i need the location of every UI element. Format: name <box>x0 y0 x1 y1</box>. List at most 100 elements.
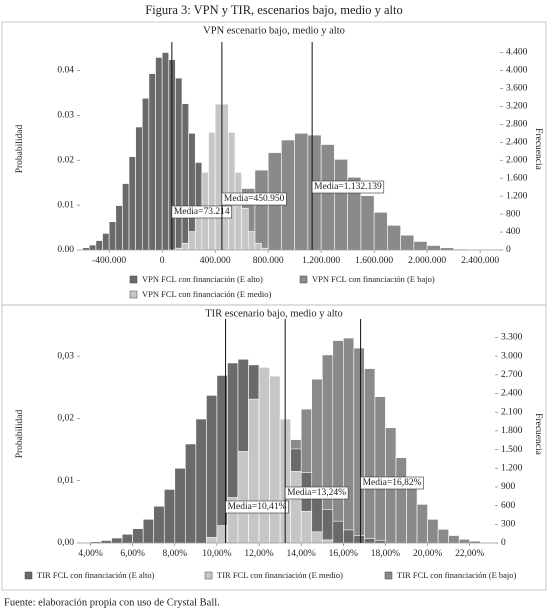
y2-tick-label: 0 <box>506 245 511 255</box>
y2-tick-label: 3.200 <box>506 102 528 112</box>
x-tick-label: 0 <box>160 256 165 266</box>
histogram-bar <box>108 221 117 251</box>
histogram-bar <box>206 537 218 544</box>
histogram-bar <box>387 225 401 251</box>
histogram-bar <box>269 375 281 544</box>
mean-label-box <box>311 180 385 194</box>
histogram-bar <box>321 539 334 544</box>
histogram-bar <box>95 240 103 251</box>
histogram-bar <box>406 483 418 544</box>
y2-tick-label: 600 <box>501 501 516 511</box>
histogram-bar <box>373 211 388 251</box>
histogram-bar <box>374 396 386 544</box>
legend-label: VPN FCL con financiación (E bajo) <box>312 274 435 284</box>
histogram-bar <box>181 103 189 251</box>
y2-tick-label: 2.700 <box>501 370 523 380</box>
histogram-bar <box>290 471 302 544</box>
y2-axis-label: Frecuencia <box>533 413 543 455</box>
histogram-bar <box>208 132 216 251</box>
histogram-bar <box>413 241 428 251</box>
histogram-bar <box>254 169 269 251</box>
y2-tick-label: 3.300 <box>501 333 523 343</box>
histogram-bar <box>416 504 428 544</box>
y-tick-label: 0,01 <box>57 476 74 486</box>
histogram-bar <box>206 395 218 544</box>
legend-label: TIR FCL con financiación (E bajo) <box>397 570 517 580</box>
histogram-bar <box>153 505 165 544</box>
histogram-bar <box>132 528 144 544</box>
histogram-bar <box>374 540 386 544</box>
y2-tick-label: 1.200 <box>506 191 528 201</box>
y2-tick-label: 3.600 <box>506 84 528 94</box>
y2-tick-label: 300 <box>501 520 516 530</box>
histogram-bar <box>175 77 183 251</box>
histogram-bar <box>221 103 229 251</box>
y2-tick-label: 2.800 <box>506 119 528 129</box>
legend-swatch <box>384 571 393 580</box>
legend-swatch <box>24 571 33 580</box>
legend-swatch <box>204 571 213 580</box>
histogram-bar <box>343 337 355 544</box>
histogram-bar <box>128 156 136 251</box>
x-tick-label: 800.000 <box>253 256 284 266</box>
histogram-bar <box>181 242 189 251</box>
histogram-bar <box>300 510 313 544</box>
mean-label-box <box>225 500 289 514</box>
histogram-bar <box>458 538 471 544</box>
y-tick-label: 0.02 <box>57 155 74 165</box>
x-tick-label: 6,00% <box>120 549 145 559</box>
y2-tick-label: 1.500 <box>501 445 523 455</box>
mean-label: Media=1.132.139 <box>314 182 382 192</box>
histogram-bar <box>440 247 454 251</box>
x-tick-label: 1.200.000 <box>302 256 340 266</box>
y-axis-label: Probabilidad <box>15 409 25 458</box>
y2-tick-label: 900 <box>501 482 516 492</box>
y2-tick-label: 400 <box>506 227 521 237</box>
chart-title: TIR escenario bajo, medio y alto <box>205 308 343 319</box>
y2-tick-label: 3.000 <box>501 351 523 361</box>
histogram-bar <box>102 233 110 251</box>
y2-tick-label: 2.000 <box>506 155 528 165</box>
y2-tick-label: 2.400 <box>501 389 523 399</box>
histogram-bar <box>161 52 170 251</box>
legend-swatch <box>299 275 308 284</box>
mean-label: Media=10,41% <box>228 502 287 512</box>
histogram-bar <box>353 535 365 544</box>
mean-label: Media=450.950 <box>224 194 285 204</box>
chart-title: VPN escenario bajo, medio y alto <box>203 25 345 36</box>
histogram-bar <box>214 103 223 251</box>
histogram-bar <box>234 172 242 251</box>
y2-tick-label: 1.600 <box>506 173 528 183</box>
histogram-bar <box>111 537 123 544</box>
x-tick-label: 22,00% <box>455 549 484 559</box>
histogram-bar <box>115 205 123 251</box>
y2-axis-label: Frecuencia <box>533 128 543 170</box>
histogram-bar <box>437 528 449 544</box>
legend-label: VPN FCL con financiación (E medio) <box>142 289 271 299</box>
legend-swatch <box>129 290 138 299</box>
y2-tick-label: 4.000 <box>506 66 528 76</box>
mean-label-box <box>360 476 424 490</box>
legend-label: VPN FCL con financiación (E alto) <box>142 274 263 284</box>
histogram-bar <box>364 368 376 544</box>
histogram-bar <box>400 234 415 251</box>
x-tick-label: 2.000.000 <box>408 256 446 266</box>
histogram-bar <box>360 195 375 251</box>
histogram-bar <box>311 531 323 544</box>
x-tick-label: 10,00% <box>202 549 231 559</box>
histogram-bar <box>148 73 156 251</box>
histogram-bar <box>237 451 249 544</box>
y-tick-label: 0,03 <box>57 351 74 361</box>
histogram-bar <box>141 97 150 251</box>
histogram-bar <box>135 126 143 251</box>
histogram-bar <box>448 535 460 544</box>
histogram-bar <box>155 57 163 251</box>
chart-frame <box>1 304 547 591</box>
histogram-bar <box>320 144 335 251</box>
mean-label-box <box>221 192 287 206</box>
y-tick-label: 0.00 <box>57 245 74 255</box>
y-tick-label: 0.04 <box>57 66 74 76</box>
histogram-bar <box>188 231 196 251</box>
histogram-bar <box>343 529 355 544</box>
